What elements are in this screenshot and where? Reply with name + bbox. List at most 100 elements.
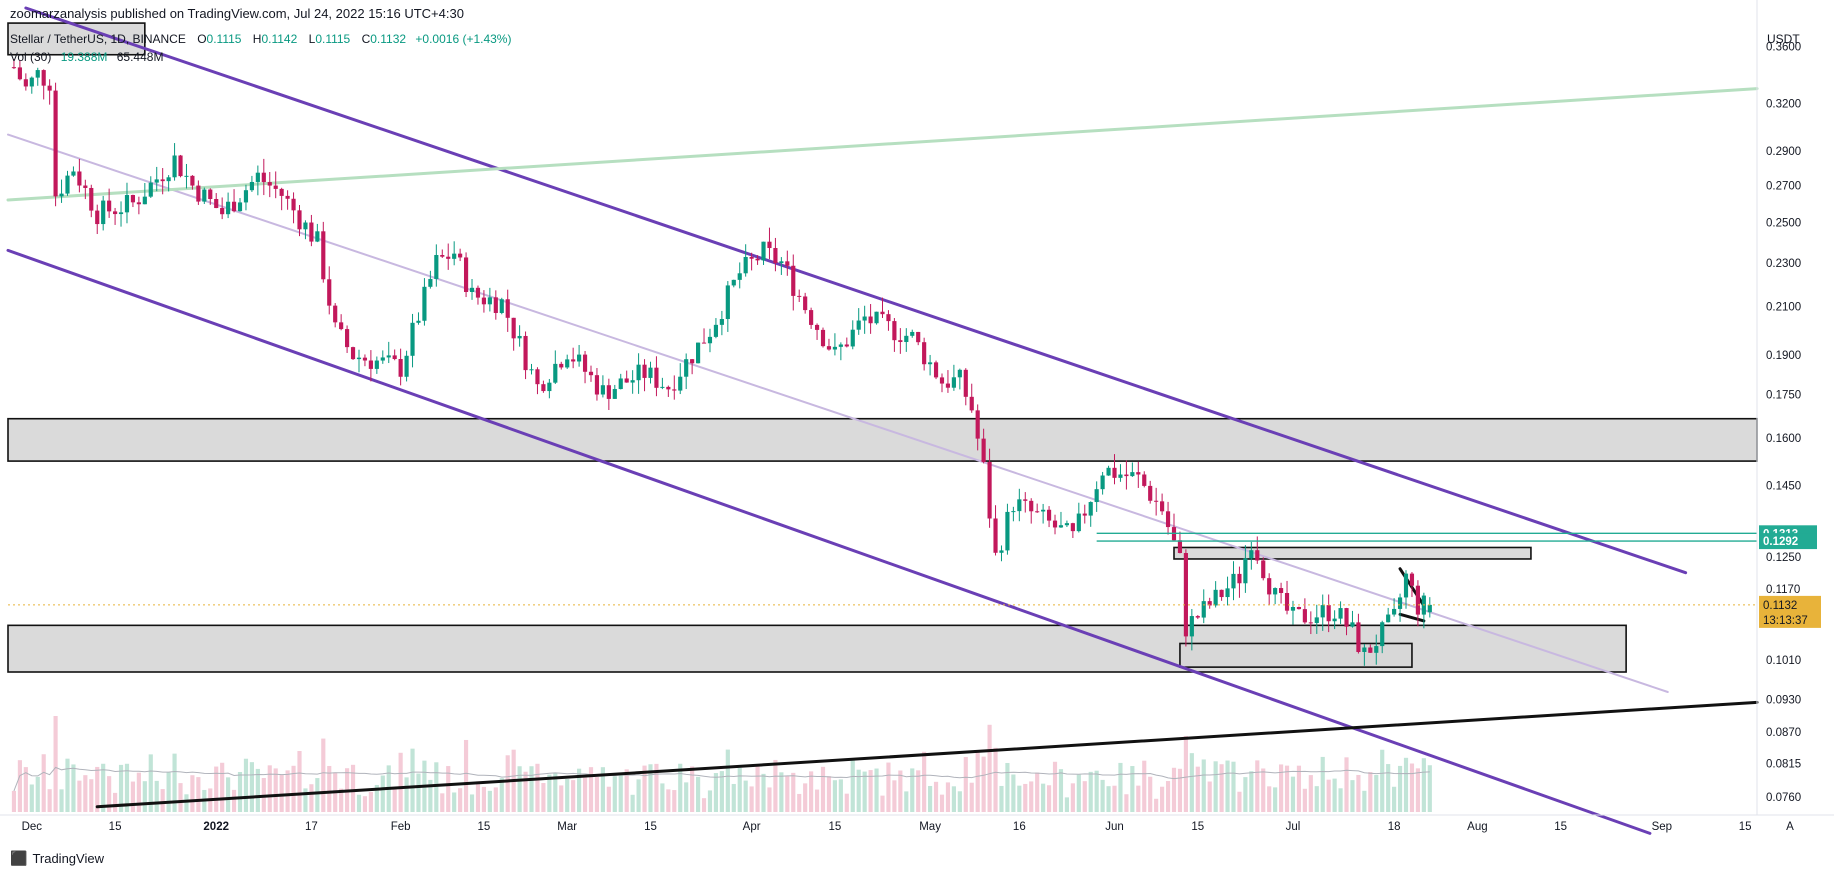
price-tick-label: 0.2700 — [1766, 180, 1801, 192]
volume-bar — [713, 773, 719, 812]
volume-bar — [648, 764, 653, 812]
candle-body — [386, 355, 391, 358]
open-value: 0.1115 — [206, 32, 242, 46]
candle-body — [1219, 589, 1224, 598]
volume-bar — [315, 778, 320, 812]
volume-bar — [636, 779, 641, 812]
volume-bar — [1225, 760, 1230, 812]
volume-bar — [327, 765, 332, 812]
candle-body — [59, 193, 64, 197]
candle-body — [321, 231, 326, 280]
candle-body — [1403, 573, 1409, 598]
price-tick-label: 0.1750 — [1766, 390, 1801, 402]
volume-bar — [1160, 786, 1165, 812]
volume-bar — [874, 768, 879, 812]
candle-body — [1201, 601, 1206, 618]
candle-body — [1409, 573, 1415, 586]
volume-bar — [1261, 768, 1266, 812]
symbol-legend[interactable]: Stellar / TetherUS, 1D, BINANCE O0.1115 … — [10, 32, 511, 46]
volume-bar — [214, 766, 219, 812]
candle-body — [535, 369, 540, 385]
volume-legend[interactable]: Vol (30) 19.388M 65.448M — [10, 50, 163, 64]
volume-bar — [797, 793, 802, 812]
price-tick-label: 0.2900 — [1766, 146, 1801, 158]
candle-body — [755, 258, 760, 261]
candle-body — [160, 179, 165, 182]
volume-bar — [404, 777, 409, 812]
volume-bar — [1052, 761, 1058, 812]
candle-body — [71, 171, 76, 176]
candle-body — [862, 316, 867, 321]
volume-bar — [178, 783, 183, 812]
volume-bar — [1356, 774, 1361, 812]
candle-body — [505, 299, 510, 318]
candle-body — [273, 185, 278, 189]
candle-body — [1029, 500, 1034, 512]
candle-body — [767, 241, 772, 249]
auto-scale-button[interactable]: A — [1786, 821, 1794, 833]
volume-bar — [529, 766, 534, 812]
candle-body — [309, 222, 314, 242]
volume-bar — [1112, 785, 1117, 812]
time-tick-label: Apr — [743, 821, 761, 833]
candle-body — [594, 375, 600, 395]
volume-bar — [963, 757, 968, 812]
volume-bar — [981, 756, 986, 812]
candle-body — [458, 253, 463, 258]
level-tag-text: 0.1292 — [1763, 536, 1798, 548]
price-tick-label: 0.1010 — [1766, 655, 1801, 667]
volume-bar — [684, 782, 689, 812]
time-tick-label: 15 — [478, 821, 491, 833]
price-tick-label: 0.0760 — [1766, 792, 1801, 804]
candle-body — [297, 210, 302, 230]
candle-body — [226, 201, 231, 215]
candle-body — [1183, 552, 1188, 637]
candle-body — [1177, 540, 1183, 553]
volume-bar — [1183, 735, 1188, 812]
time-tick-label: Feb — [391, 821, 411, 833]
volume-bar — [916, 770, 921, 812]
candle-body — [1046, 509, 1052, 521]
volume-bar — [719, 771, 724, 812]
candle-body — [77, 171, 82, 186]
volume-bar — [606, 786, 611, 812]
candle-body — [600, 385, 605, 395]
volume-bar — [440, 793, 445, 812]
candle-body — [553, 363, 558, 383]
volume-bar — [1106, 786, 1111, 812]
price-tick-label: 0.0930 — [1766, 695, 1801, 707]
volume-bar — [809, 771, 814, 812]
price-axis: 0.3600 0.3200 0.2900 0.2700 0.2500 0.2300 0.21… — [1766, 42, 1801, 805]
volume-bar — [541, 782, 546, 812]
volume-ma-line — [13, 766, 1430, 792]
volume-bar — [826, 776, 832, 812]
time-tick-label: 15 — [1739, 821, 1752, 833]
candle-body — [624, 378, 629, 383]
volume-bar — [101, 763, 106, 812]
footer-brand[interactable]: ⬛ TradingView — [10, 850, 104, 867]
volume-bar — [136, 772, 141, 812]
volume-bar — [321, 738, 326, 812]
candle-body — [684, 359, 689, 377]
candle-body — [672, 389, 677, 391]
candle-body — [910, 331, 915, 336]
volume-bar — [618, 774, 623, 812]
price-tick-label: 0.2100 — [1766, 302, 1801, 314]
volume-bar — [1100, 779, 1105, 812]
candle-body — [749, 257, 754, 259]
candle-body — [422, 286, 427, 321]
candle-body — [1332, 618, 1337, 622]
volume-bar — [362, 796, 368, 812]
candle-body — [190, 175, 195, 186]
candle-body — [690, 359, 695, 364]
candle-body — [416, 320, 421, 323]
volume-bar — [166, 772, 171, 812]
volume-bar — [707, 790, 713, 812]
volume-bar — [868, 770, 873, 812]
price-tick-label: 0.2500 — [1766, 218, 1801, 230]
candle-body — [220, 208, 225, 215]
volume-bar — [856, 769, 861, 812]
candle-body — [118, 212, 124, 215]
volume-bar — [1338, 788, 1343, 812]
